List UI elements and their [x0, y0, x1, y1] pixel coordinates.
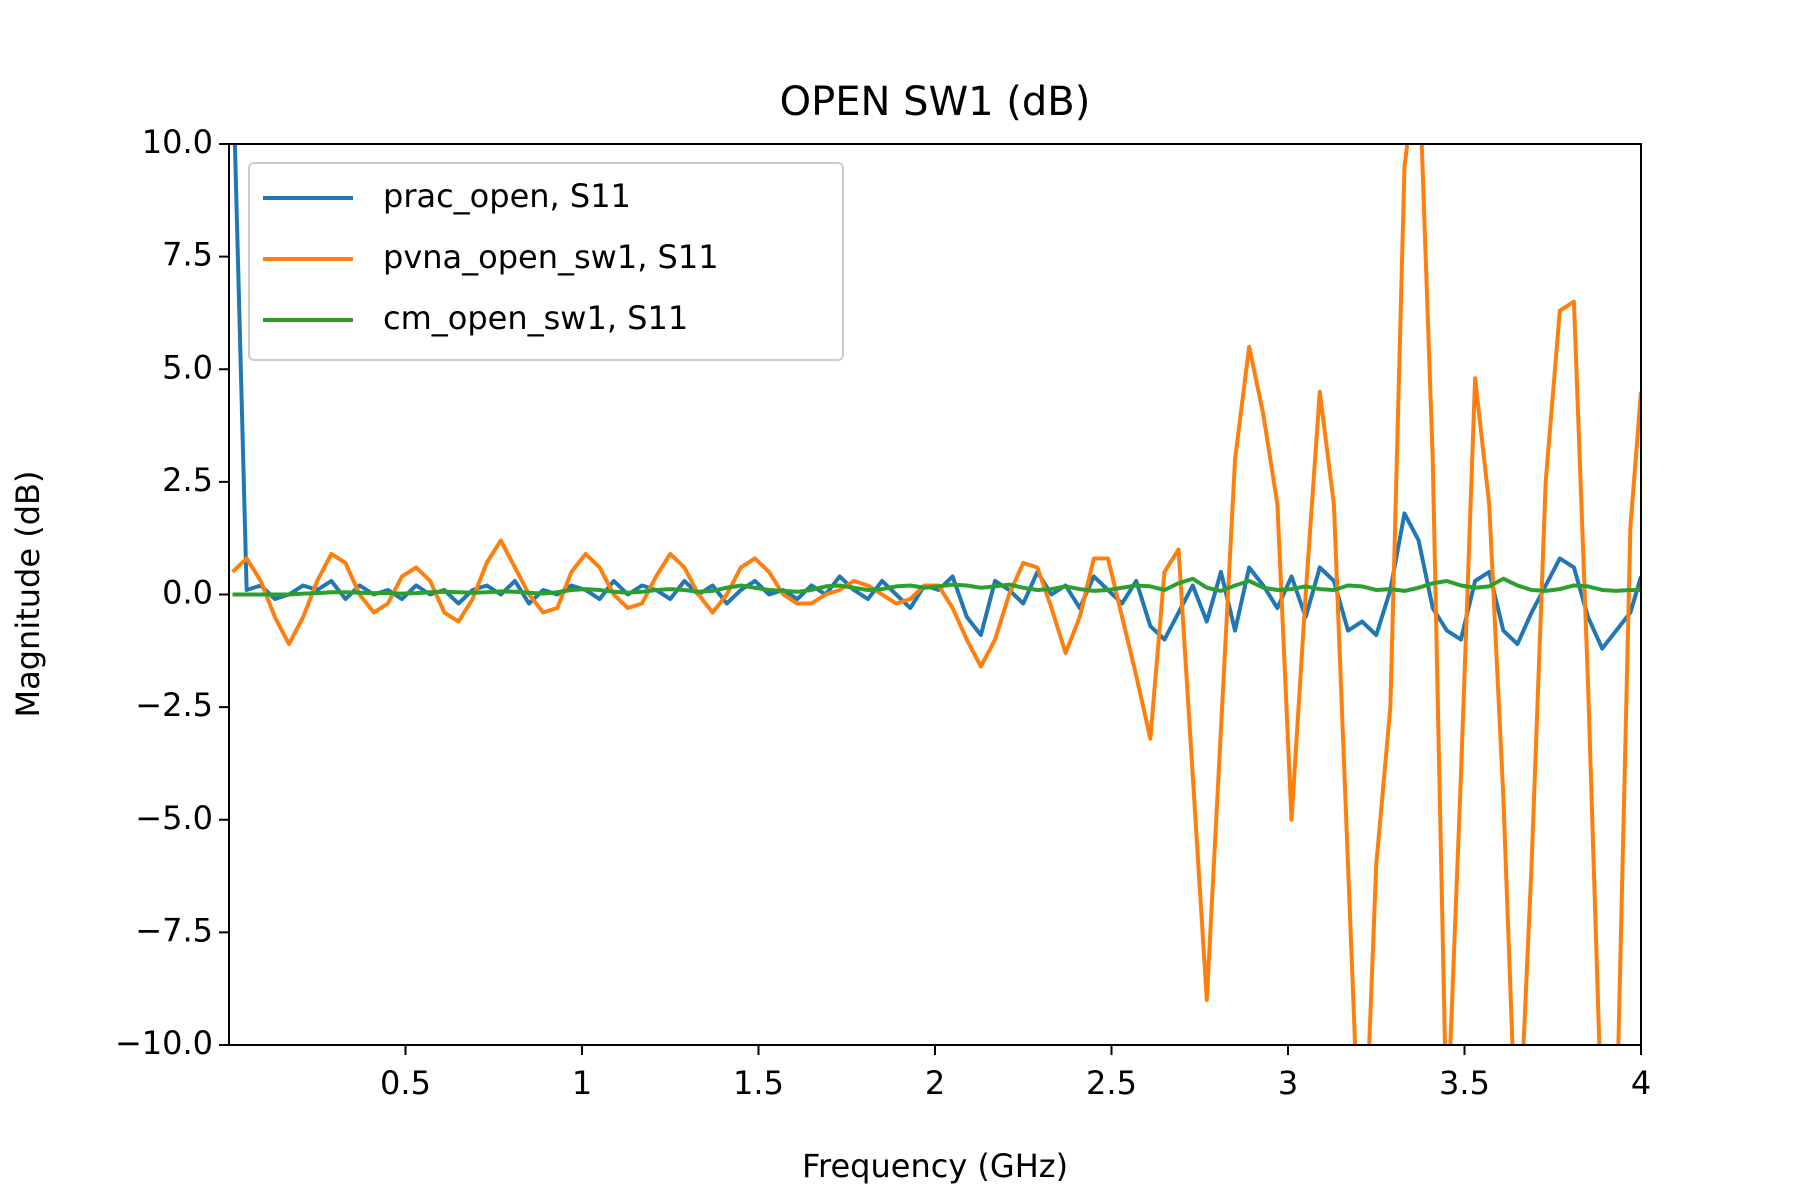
legend-label: prac_open, S11	[383, 177, 631, 215]
legend-box	[248, 162, 844, 361]
plot-lines	[231, 144, 1641, 1045]
y-tick-label: −7.5	[135, 911, 213, 949]
y-tick-label: −10.0	[115, 1024, 213, 1062]
x-tick-label: 1.5	[733, 1064, 784, 1102]
x-tick-label: 1	[572, 1064, 592, 1102]
legend-label: pvna_open_sw1, S11	[383, 238, 719, 276]
x-tick-label: 2	[925, 1064, 945, 1102]
y-tick-label: 5.0	[162, 348, 213, 386]
x-tick-label: 3	[1278, 1064, 1298, 1102]
y-tick-label: 10.0	[142, 123, 213, 161]
legend-label: cm_open_sw1, S11	[383, 299, 688, 337]
y-tick-label: −5.0	[135, 799, 213, 837]
y-tick-label: 7.5	[162, 236, 213, 274]
y-axis-label: Magnitude (dB)	[9, 471, 47, 718]
chart-title: OPEN SW1 (dB)	[780, 79, 1091, 125]
series-line	[232, 576, 1641, 597]
y-tick-label: 0.0	[162, 574, 213, 612]
x-tick-label: 2.5	[1086, 1064, 1137, 1102]
y-tick-label: 2.5	[162, 461, 213, 499]
y-tick-label: −2.5	[135, 686, 213, 724]
x-tick-label: 4	[1631, 1064, 1651, 1102]
x-tick-label: 0.5	[380, 1064, 431, 1102]
x-tick-label: 3.5	[1439, 1064, 1490, 1102]
x-axis-label: Frequency (GHz)	[802, 1147, 1068, 1185]
